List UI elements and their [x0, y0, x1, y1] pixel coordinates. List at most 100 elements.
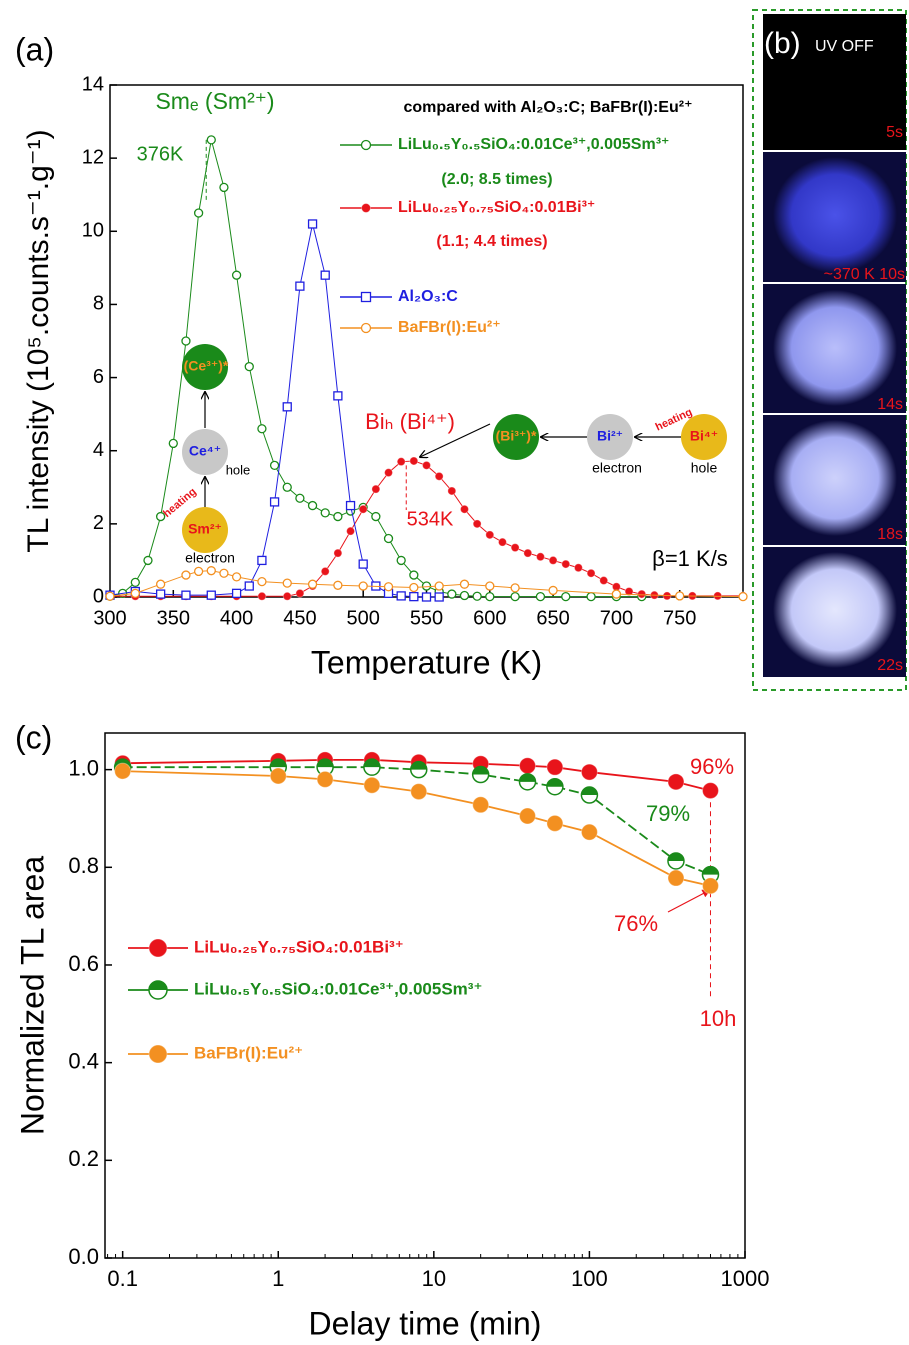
marker — [410, 457, 418, 465]
marker — [410, 583, 418, 591]
x-tick-label: 650 — [536, 607, 569, 629]
marker — [668, 774, 684, 790]
annotation: (Ce³⁺)* — [184, 358, 229, 374]
figure: (b) UV OFF 5s ~370 K 10s 14s 18s 22s 300… — [0, 0, 909, 1345]
y-tick-label: 6 — [93, 366, 104, 388]
marker — [334, 549, 342, 557]
marker — [668, 853, 684, 869]
y-tick-label: 14 — [82, 73, 104, 95]
marker — [600, 577, 608, 585]
legend-label: BaFBr(I):Eu²⁺ — [398, 319, 501, 336]
marker — [702, 783, 718, 799]
marker — [220, 569, 228, 577]
photo-panel: (b) UV OFF 5s ~370 K 10s 14s 18s 22s — [753, 10, 906, 690]
marker — [547, 759, 563, 775]
marker — [702, 878, 718, 894]
caption: UV OFF — [815, 38, 874, 55]
marker — [473, 797, 489, 813]
marker-half — [702, 867, 718, 875]
marker — [359, 560, 367, 568]
frame-label: 22s — [877, 657, 903, 674]
marker — [271, 498, 279, 506]
marker — [385, 534, 393, 542]
marker — [581, 787, 597, 803]
marker — [385, 469, 393, 477]
annotation: Biₕ (Bi⁴⁺) — [365, 409, 455, 434]
marker — [334, 392, 342, 400]
marker — [410, 571, 418, 579]
frame-label: 14s — [877, 396, 903, 413]
marker — [283, 483, 291, 491]
marker — [258, 556, 266, 564]
annotation: (2.0; 8.5 times) — [441, 171, 552, 188]
annotation: 96% — [690, 754, 734, 779]
marker — [362, 141, 371, 150]
marker — [182, 591, 190, 599]
marker — [182, 571, 190, 579]
marker — [511, 593, 519, 601]
marker — [207, 567, 215, 575]
y-tick-label: 0.2 — [68, 1146, 99, 1171]
marker — [486, 531, 494, 539]
marker — [511, 544, 519, 552]
y-tick-label: 0 — [93, 585, 104, 607]
marker — [169, 439, 177, 447]
x-tick-label: 350 — [157, 607, 190, 629]
marker — [270, 768, 286, 784]
marker — [549, 556, 557, 564]
annotation: electron — [592, 460, 642, 476]
marker — [131, 589, 139, 597]
marker — [182, 337, 190, 345]
legend-label: LiLu₀.₂₅Y₀.₇₅SiO₄:0.01Bi³⁺ — [398, 199, 595, 216]
x-tick-label: 700 — [600, 607, 633, 629]
marker — [149, 1045, 167, 1063]
y-tick-label: 10 — [82, 220, 104, 242]
marker — [676, 592, 684, 600]
legend-label: LiLu₀.₅Y₀.₅SiO₄:0.01Ce³⁺,0.005Sm³⁺ — [398, 136, 669, 153]
x-tick-label: 0.1 — [107, 1266, 138, 1291]
marker — [460, 505, 468, 513]
y-tick-label: 0.6 — [68, 951, 99, 976]
x-axis-label: Temperature (K) — [311, 644, 542, 680]
marker — [149, 939, 167, 957]
x-tick-label: 10 — [422, 1266, 446, 1291]
marker — [362, 204, 371, 213]
marker — [144, 556, 152, 564]
y-tick-label: 0.4 — [68, 1048, 99, 1073]
marker — [410, 593, 418, 601]
marker — [435, 582, 443, 590]
marker — [233, 573, 241, 581]
legend-label: LiLu₀.₂₅Y₀.₇₅SiO₄:0.01Bi³⁺ — [194, 937, 404, 956]
x-tick-label: 300 — [93, 607, 126, 629]
marker — [364, 759, 380, 775]
legend-label: Al₂O₃:C — [398, 288, 458, 305]
marker — [195, 209, 203, 217]
marker — [423, 593, 431, 601]
annotation: β=1 K/s — [652, 546, 728, 571]
marker-half — [520, 774, 536, 782]
marker-half — [581, 787, 597, 795]
marker — [423, 582, 431, 590]
annotation: 534K — [407, 508, 454, 530]
marker — [220, 183, 228, 191]
marker — [321, 567, 329, 575]
marker — [397, 458, 405, 466]
marker — [411, 762, 427, 778]
annotation-arrow — [668, 890, 710, 912]
marker — [460, 580, 468, 588]
marker — [258, 425, 266, 433]
frame-label: 5s — [886, 124, 903, 141]
marker — [115, 763, 131, 779]
marker — [435, 472, 443, 480]
annotation: (1.1; 4.4 times) — [436, 233, 547, 250]
annotation: (Bi³⁺)* — [496, 428, 537, 444]
marker — [233, 589, 241, 597]
photo-glow — [773, 552, 897, 668]
marker — [362, 293, 371, 302]
x-tick-label: 1 — [272, 1266, 284, 1291]
marker — [362, 324, 371, 333]
marker — [131, 578, 139, 586]
marker — [473, 767, 489, 783]
marker — [347, 527, 355, 535]
marker — [309, 580, 317, 588]
